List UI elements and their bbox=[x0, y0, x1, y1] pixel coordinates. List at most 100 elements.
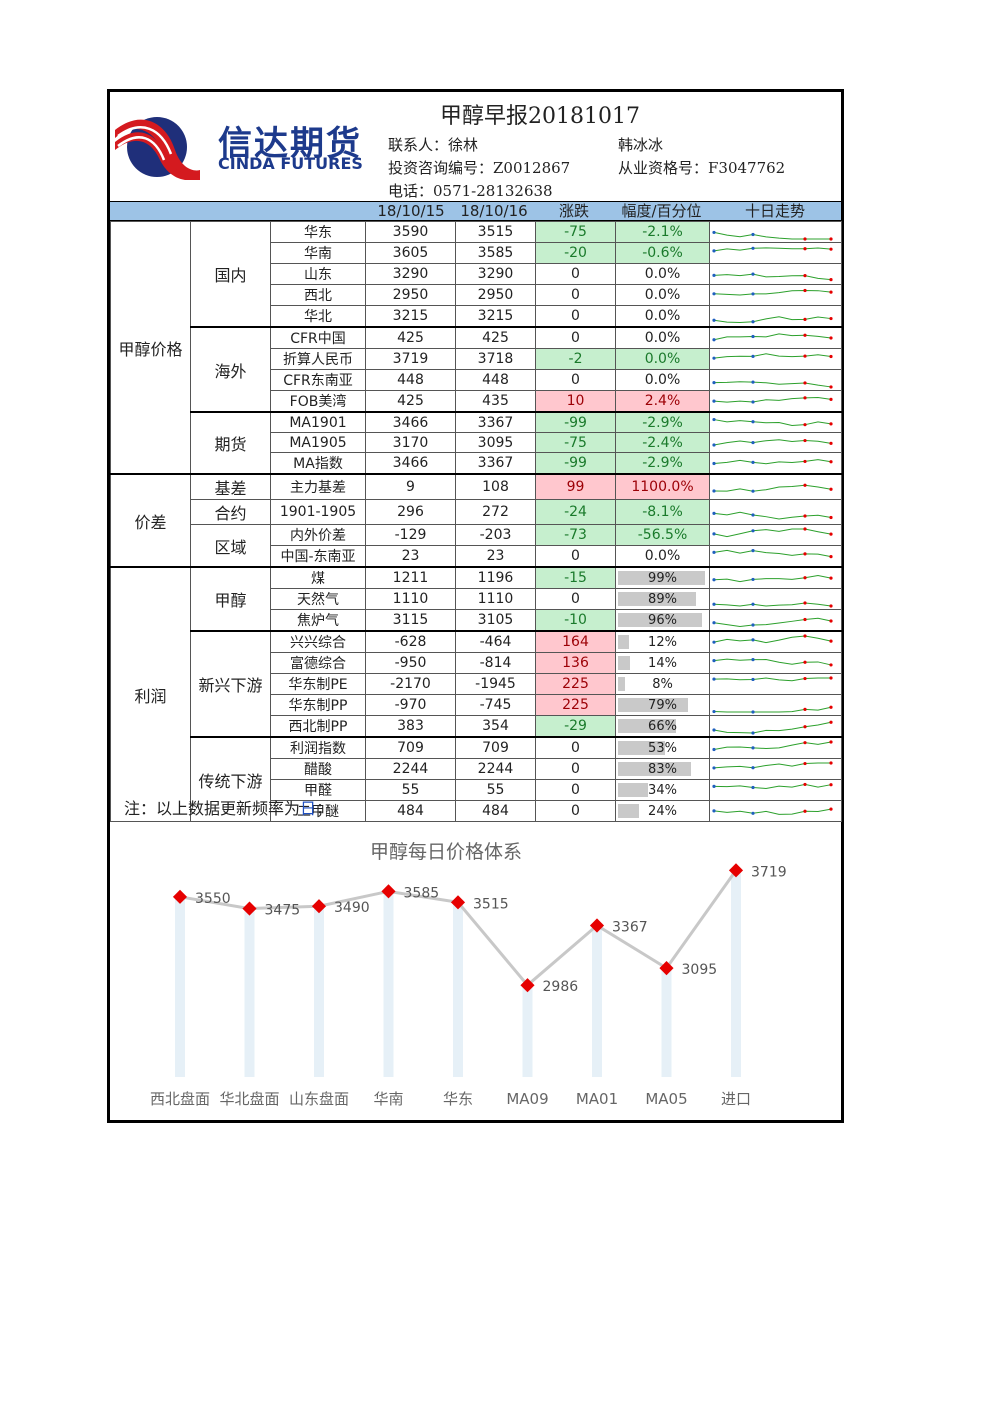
row-label: 兴兴综合 bbox=[270, 630, 366, 654]
chart-data-label: 2986 bbox=[543, 979, 579, 995]
percentile-value: 8% bbox=[652, 677, 673, 693]
table-row: MA指数 3466 3367 -99 -2.9% bbox=[111, 452, 842, 475]
chart-drop-bar bbox=[731, 870, 741, 1077]
chart-point bbox=[659, 961, 674, 976]
value-date-2: 55 bbox=[455, 779, 536, 802]
report-sheet: 信达期货 CINDA FUTURES 甲醇早报20181017 联系人：徐林 韩… bbox=[107, 89, 844, 1123]
sparkline-cell bbox=[709, 609, 842, 632]
sparkline-cell bbox=[709, 715, 842, 738]
chart-point bbox=[520, 978, 535, 993]
chart-drop-bar bbox=[522, 985, 533, 1077]
chart-drop-bar bbox=[661, 968, 672, 1077]
row-label: 华东制PP bbox=[270, 694, 366, 717]
sparkline-icon bbox=[712, 676, 833, 682]
sparkline-icon bbox=[712, 459, 833, 465]
value-date-1: 3466 bbox=[365, 452, 456, 475]
row-label: 华东 bbox=[270, 221, 366, 243]
value-date-2: 3215 bbox=[455, 305, 536, 328]
update-note: 注：以上数据更新频率为日； bbox=[124, 795, 332, 819]
chart-category-label: 进口 bbox=[721, 1090, 751, 1108]
sparkline-icon bbox=[712, 601, 833, 608]
change-value: 0 bbox=[535, 305, 616, 328]
sparkline-cell bbox=[709, 652, 842, 675]
sparkline-icon bbox=[712, 246, 833, 252]
value-date-1: 2950 bbox=[365, 284, 456, 306]
table-row: 新兴下游 兴兴综合 -628 -464 164 12% bbox=[111, 630, 842, 738]
table-row: CFR东南亚 448 448 0 0.0% bbox=[111, 369, 842, 391]
sparkline-cell bbox=[709, 545, 842, 568]
sparkline-cell bbox=[709, 524, 842, 547]
change-value: -20 bbox=[535, 242, 616, 264]
percentile-cell: 53% bbox=[615, 736, 710, 760]
value-date-2: 484 bbox=[455, 800, 536, 823]
percent-value: 0.0% bbox=[615, 305, 710, 328]
price-system-chart: 甲醇每日价格体系 3550 西北盘面 3475 华北盘面 3490 山东盘面 3585 华南 35… bbox=[150, 841, 787, 1108]
percent-value: -0.6% bbox=[615, 242, 710, 264]
value-date-1: -129 bbox=[365, 524, 456, 547]
percentile-cell: 14% bbox=[615, 652, 710, 675]
data-table: 甲醇价格 国内 华东 3590 3515 -75 -2.1% 华南 3605 3585 -20 -0.… bbox=[110, 221, 842, 823]
sparkline-icon bbox=[712, 720, 833, 735]
table-row: 天然气 1110 1110 0 89% bbox=[111, 588, 842, 611]
chart-category-label: 山东盘面 bbox=[289, 1090, 349, 1108]
table-row: 焦炉气 3115 3105 -10 96% bbox=[111, 609, 842, 632]
change-value: 164 bbox=[535, 630, 616, 654]
value-date-1: -628 bbox=[365, 630, 456, 654]
table-row: 期货 MA1901 3466 3367 -99 -2.9% bbox=[111, 410, 842, 475]
value-date-1: -970 bbox=[365, 694, 456, 717]
sparkline-cell bbox=[709, 263, 842, 285]
brand-name-en: CINDA FUTURES bbox=[218, 154, 363, 173]
change-value: -99 bbox=[535, 411, 616, 434]
value-date-1: 383 bbox=[365, 715, 456, 738]
change-value: 0 bbox=[535, 588, 616, 611]
chart-category-label: MA01 bbox=[576, 1090, 618, 1108]
row-label: 二甲醚 bbox=[270, 800, 366, 823]
chart-category-label: 西北盘面 bbox=[150, 1090, 210, 1108]
sparkline-icon bbox=[712, 705, 833, 714]
value-date-2: 1196 bbox=[455, 566, 536, 590]
row-label: 1901-1905 bbox=[270, 499, 366, 526]
table-row: 西北 2950 2950 0 0.0% bbox=[111, 284, 842, 306]
cat-contract: 合约 bbox=[190, 499, 271, 526]
percentile-bar bbox=[618, 613, 703, 628]
percentile-bar bbox=[618, 656, 631, 671]
percentile-value: 96% bbox=[648, 613, 677, 629]
change-value: 0 bbox=[535, 736, 616, 760]
chart-drop-bar bbox=[453, 902, 463, 1077]
table-row: 二甲醚 484 484 0 24% bbox=[111, 800, 842, 823]
sparkline-icon bbox=[712, 332, 833, 341]
chart-point bbox=[311, 899, 327, 914]
note-frequency: 日 bbox=[300, 799, 317, 818]
sparkline-icon bbox=[712, 315, 833, 323]
chart-title: 甲醇每日价格体系 bbox=[370, 841, 522, 863]
row-label: 华东制PE bbox=[270, 673, 366, 696]
chart-category-label: MA09 bbox=[506, 1090, 548, 1108]
sparkline-cell bbox=[709, 694, 842, 717]
column-header-bar: 18/10/15 18/10/16 涨跌 幅度/百分位 十日走势 bbox=[110, 201, 841, 221]
table-row: 区域 内外价差 -129 -203 -73 -56.5% bbox=[111, 524, 842, 568]
row-label: 华南 bbox=[270, 242, 366, 264]
row-label: MA指数 bbox=[270, 452, 366, 475]
cat-new-downstream: 新兴下游 bbox=[190, 630, 271, 738]
percent-value: -2.1% bbox=[615, 221, 710, 243]
percentile-bar bbox=[618, 804, 640, 819]
value-date-2: 272 bbox=[455, 499, 536, 526]
value-date-1: 3719 bbox=[365, 348, 456, 370]
sparkline-icon bbox=[712, 657, 833, 667]
percent-value: 0.0% bbox=[615, 348, 710, 370]
table-row: 传统下游 利润指数 709 709 0 53% bbox=[111, 736, 842, 823]
sparkline-cell bbox=[709, 284, 842, 306]
sparkline-icon bbox=[712, 272, 833, 281]
col-change: 涨跌 bbox=[558, 202, 589, 220]
percentile-cell: 12% bbox=[615, 630, 710, 654]
value-date-1: 3466 bbox=[365, 411, 456, 434]
value-date-1: 9 bbox=[365, 473, 456, 501]
percentile-value: 24% bbox=[648, 804, 677, 820]
row-label: MA1901 bbox=[270, 411, 366, 434]
row-label: 焦炉气 bbox=[270, 609, 366, 632]
value-date-2: 3367 bbox=[455, 452, 536, 475]
contact-person: 联系人：徐林 bbox=[388, 136, 479, 154]
value-date-1: 1211 bbox=[365, 566, 456, 590]
value-date-1: 3290 bbox=[365, 263, 456, 285]
percentile-cell: 34% bbox=[615, 779, 710, 802]
